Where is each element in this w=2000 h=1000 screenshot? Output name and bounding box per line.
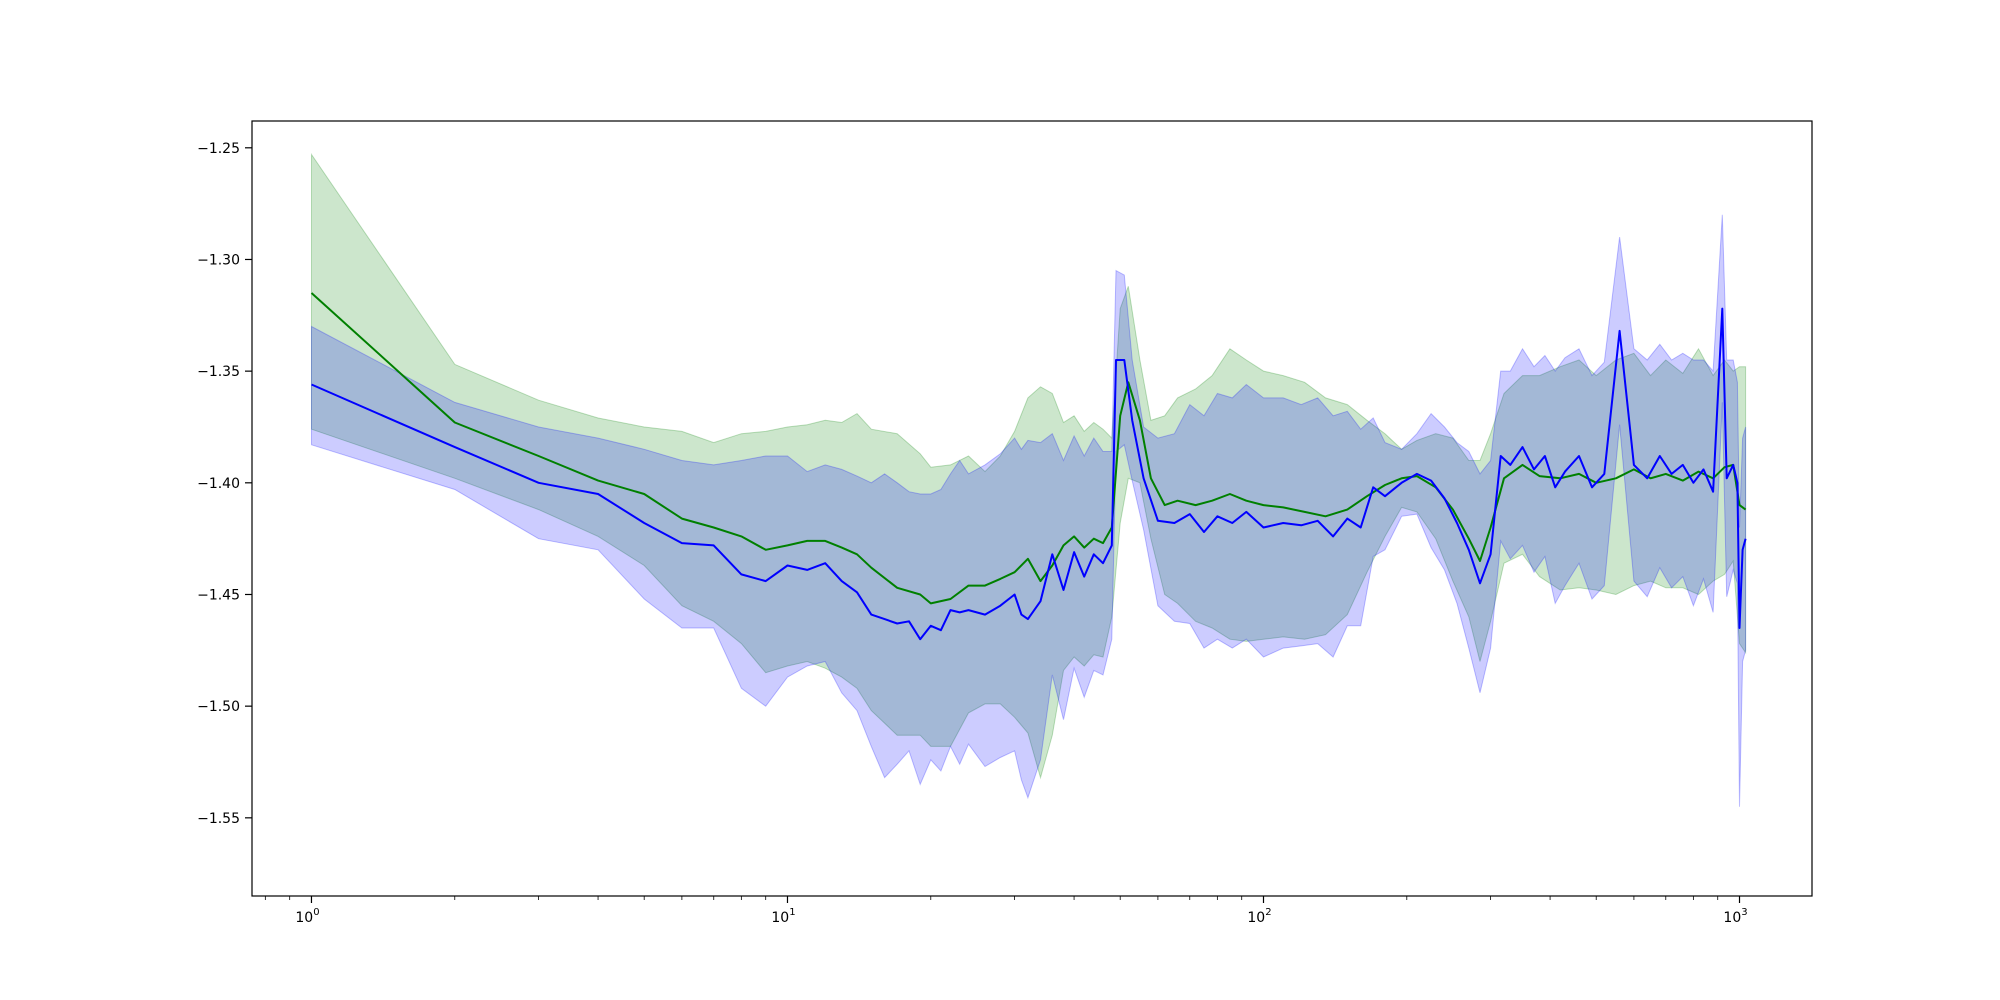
y-tick-label: −1.35 bbox=[197, 364, 240, 380]
series-0-line bbox=[310, 292, 1747, 605]
x-tick-label: 101 bbox=[771, 907, 795, 926]
y-axis: −1.25 −1.30 −1.35 −1.40 −1.45 −1.50 −1.55 bbox=[197, 141, 252, 827]
y-tick-label: −1.40 bbox=[197, 476, 240, 492]
y-tick-label: −1.25 bbox=[197, 141, 240, 157]
series-1-line bbox=[311, 307, 1747, 641]
series-0-band bbox=[311, 152, 1747, 780]
x-tick-label: 103 bbox=[1723, 907, 1747, 926]
plot-frame bbox=[251, 120, 1813, 897]
series-lines bbox=[310, 292, 1747, 641]
x-tick-label: 100 bbox=[295, 907, 319, 926]
y-tick-label: −1.55 bbox=[197, 811, 240, 827]
confidence-bands bbox=[311, 152, 1747, 807]
series-1-band bbox=[311, 214, 1747, 807]
x-tick-label: 102 bbox=[1247, 907, 1271, 926]
y-tick-label: −1.50 bbox=[197, 699, 240, 715]
y-tick-label: −1.30 bbox=[197, 252, 240, 268]
x-axis: 100 101 102 103 bbox=[264, 896, 1748, 926]
y-tick-label: −1.45 bbox=[197, 587, 240, 603]
